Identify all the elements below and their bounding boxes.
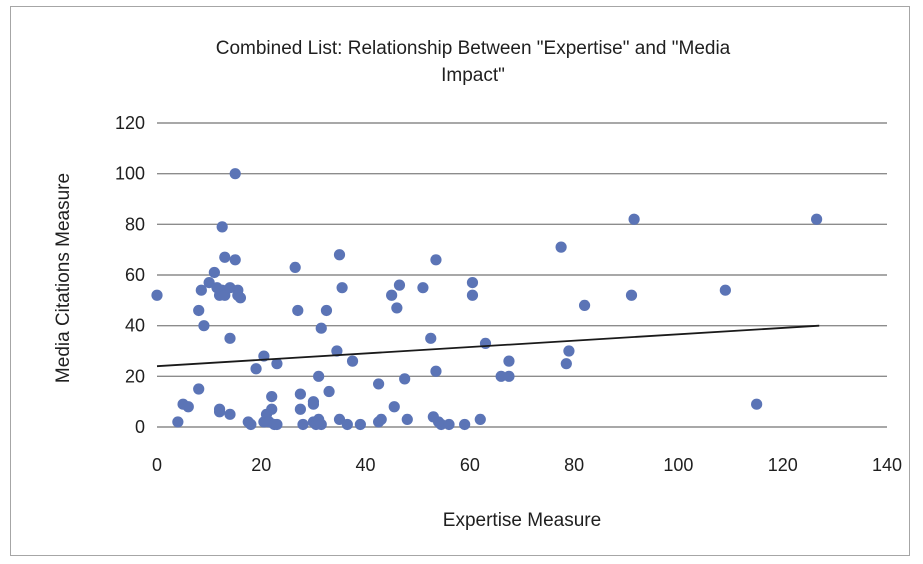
data-point <box>386 289 398 301</box>
data-point <box>341 418 353 431</box>
data-point <box>213 403 226 415</box>
data-point <box>435 418 447 431</box>
data-point <box>388 401 400 413</box>
data-point <box>266 391 278 403</box>
data-point <box>495 370 507 382</box>
data-point <box>216 221 228 233</box>
data-point <box>250 363 262 375</box>
data-point <box>555 241 567 253</box>
data-point <box>503 355 515 367</box>
data-point <box>245 418 257 431</box>
data-point <box>719 284 731 296</box>
data-point <box>151 289 163 301</box>
data-point <box>315 322 327 334</box>
x-tick-label: 120 <box>768 455 798 475</box>
data-point <box>229 254 241 266</box>
data-point <box>401 413 413 425</box>
data-point <box>271 418 283 431</box>
data-point <box>313 370 325 382</box>
y-tick-label: 100 <box>115 164 145 184</box>
data-point <box>430 365 442 377</box>
gridlines <box>157 122 887 428</box>
x-tick-label: 20 <box>251 455 271 475</box>
data-point <box>479 337 492 349</box>
data-point <box>224 408 236 420</box>
data-point <box>208 266 220 279</box>
chart-frame: Combined List: Relationship Between "Exp… <box>10 6 910 556</box>
y-tick-label: 60 <box>125 265 145 285</box>
data-point <box>354 418 366 431</box>
y-tick-label: 80 <box>125 214 145 234</box>
data-point <box>294 388 306 400</box>
data-point <box>182 401 194 413</box>
x-tick-label: 140 <box>872 455 902 475</box>
data-point <box>751 398 763 410</box>
x-tick-label: 80 <box>564 455 584 475</box>
y-axis-title: Media Citations Measure <box>53 173 74 383</box>
x-tick-label: 60 <box>460 455 480 475</box>
x-tick-label: 100 <box>663 455 693 475</box>
data-point <box>391 302 403 314</box>
data-point <box>560 358 572 370</box>
scatter-chart: Combined List: Relationship Between "Exp… <box>53 38 902 531</box>
data-point <box>459 418 471 431</box>
data-point <box>229 168 241 180</box>
y-tick-label: 20 <box>125 366 145 386</box>
data-point <box>393 279 406 291</box>
data-point <box>628 213 640 225</box>
y-axis-ticks: 0 20 40 60 80 100 120 <box>115 113 145 437</box>
chart-title-line-1: Combined List: Relationship Between "Exp… <box>216 38 731 59</box>
y-tick-label: 0 <box>135 417 145 437</box>
data-point <box>333 249 346 261</box>
data-point <box>563 345 575 357</box>
x-axis-title: Expertise Measure <box>443 510 601 531</box>
data-point <box>297 418 309 431</box>
data-point <box>315 418 327 431</box>
data-point <box>266 403 278 415</box>
data-point <box>323 385 335 398</box>
x-tick-label: 0 <box>152 455 162 475</box>
data-point <box>172 416 184 428</box>
data-point <box>195 284 207 296</box>
data-point <box>271 358 283 370</box>
data-point <box>307 398 320 410</box>
data-point <box>466 277 479 289</box>
data-point <box>331 345 343 357</box>
x-axis-ticks: 0 20 40 60 80 100 120 140 <box>152 455 902 475</box>
data-point <box>198 320 210 332</box>
data-point <box>294 403 306 415</box>
data-points <box>151 168 823 431</box>
data-point <box>375 413 387 425</box>
data-point <box>466 289 479 301</box>
data-point <box>578 299 591 311</box>
data-point <box>373 378 385 390</box>
data-point <box>224 332 236 344</box>
data-point <box>503 370 515 382</box>
data-point <box>443 418 455 431</box>
data-point <box>417 282 429 294</box>
trendline <box>156 324 820 368</box>
data-point <box>625 289 638 301</box>
data-point <box>346 355 359 367</box>
data-point <box>193 383 205 395</box>
x-tick-label: 40 <box>356 455 376 475</box>
data-point <box>219 251 231 263</box>
data-point <box>320 304 333 317</box>
data-point <box>425 332 437 344</box>
data-point <box>399 373 411 385</box>
data-point <box>289 261 301 273</box>
data-point <box>193 304 205 317</box>
data-point <box>336 282 348 294</box>
y-tick-label: 40 <box>125 316 145 336</box>
chart-title-line-2: Impact" <box>441 65 505 86</box>
y-tick-label: 120 <box>115 113 145 133</box>
data-point <box>234 292 247 304</box>
data-point <box>430 254 442 266</box>
data-point <box>474 413 486 425</box>
data-point <box>292 304 304 317</box>
data-point <box>811 213 823 225</box>
